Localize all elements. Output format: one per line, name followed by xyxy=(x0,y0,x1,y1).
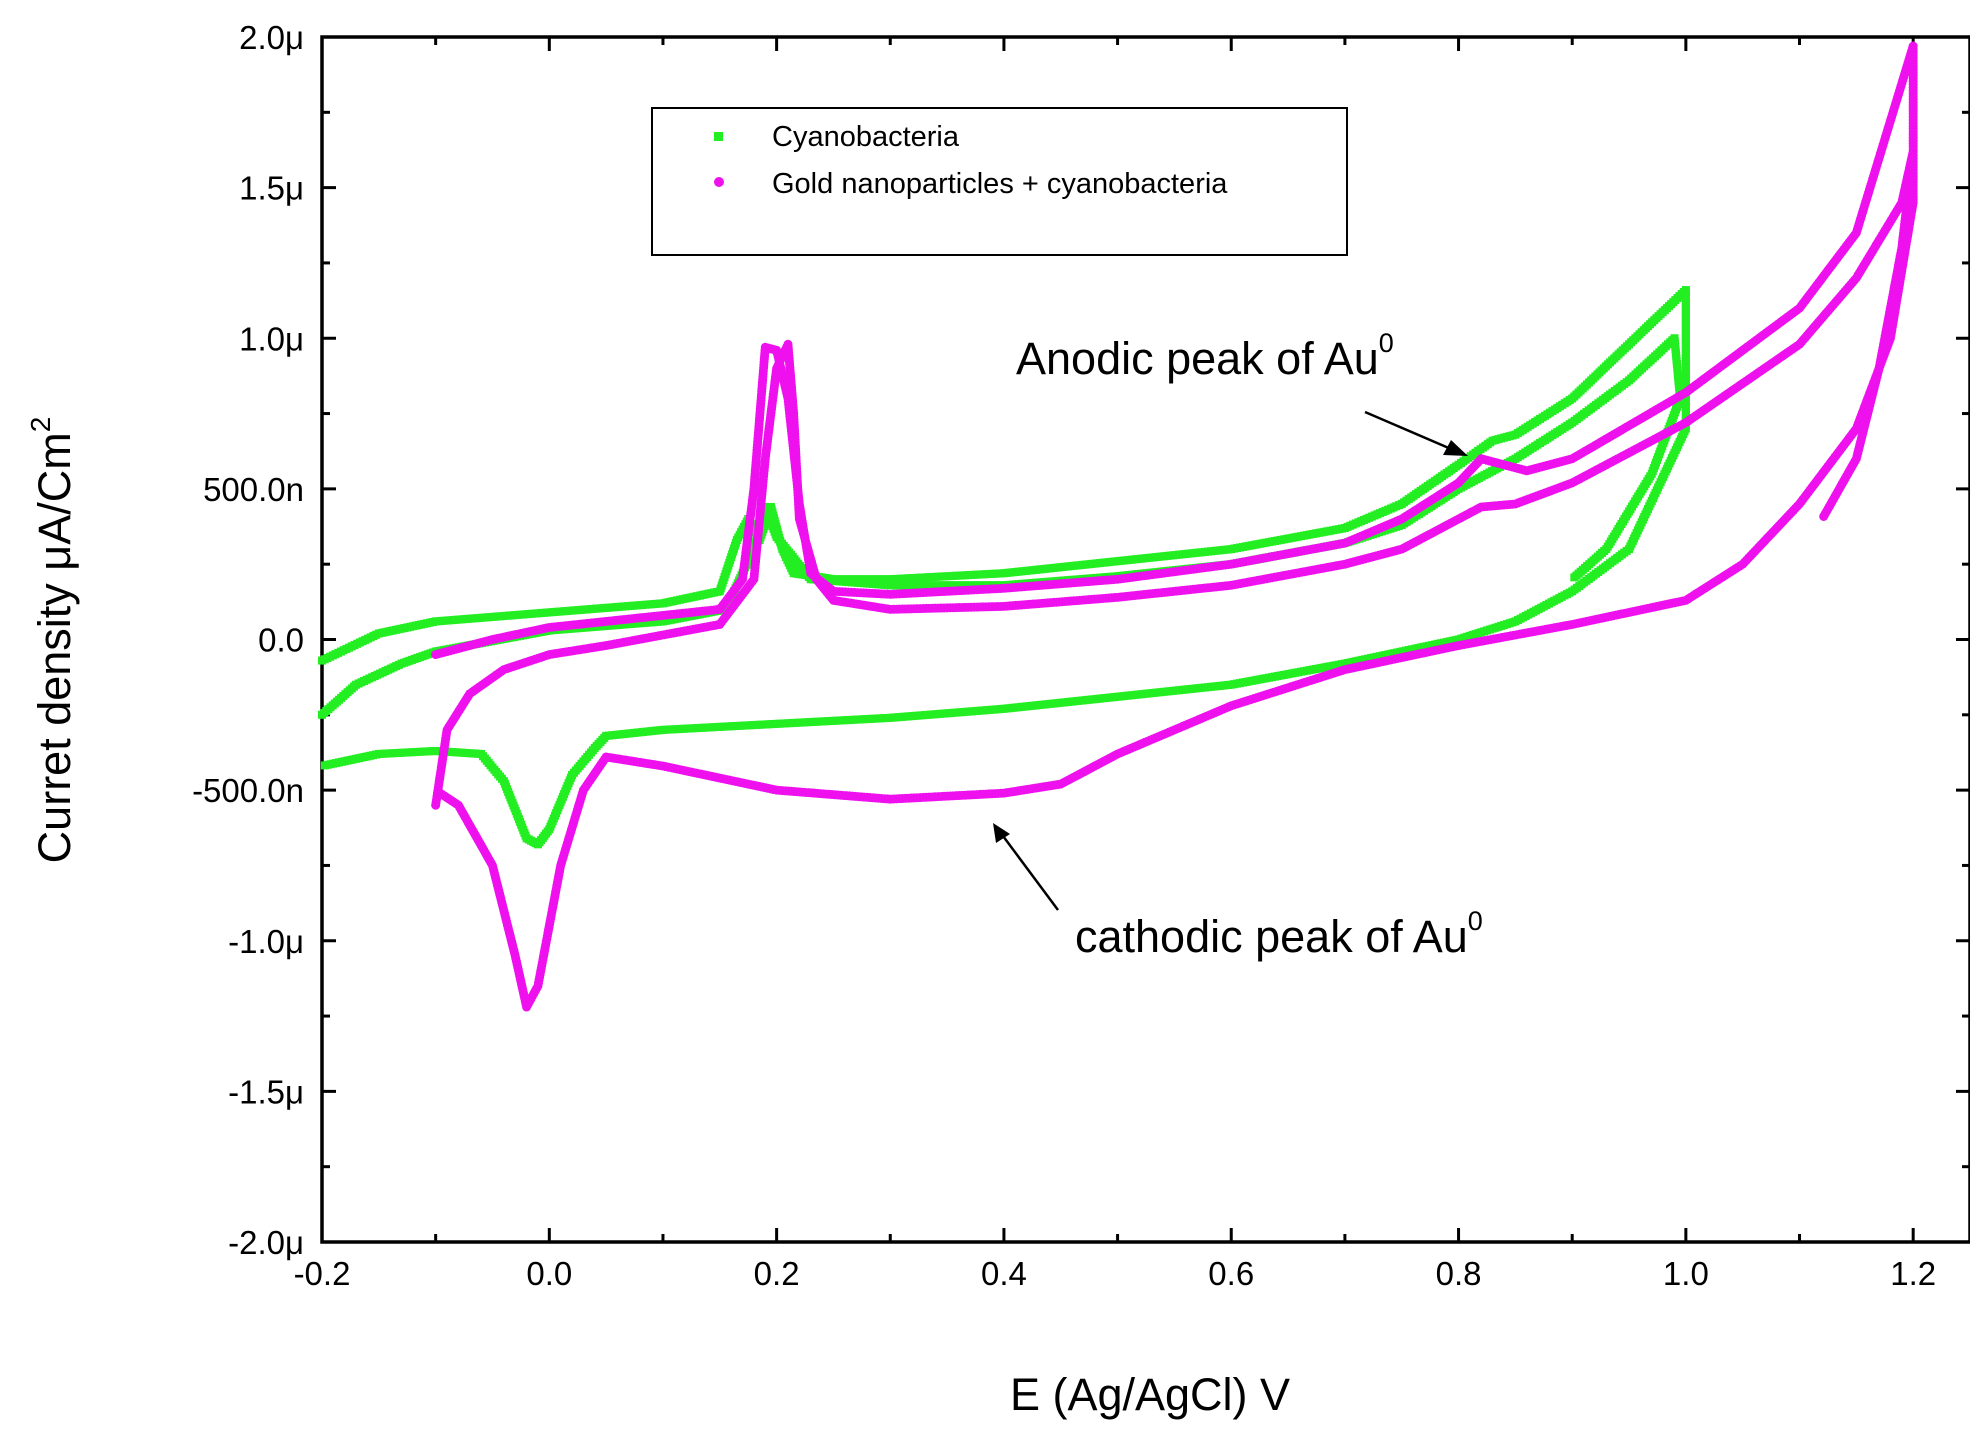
x-tick-label: -0.2 xyxy=(294,1255,351,1292)
legend-marker-cyanobacteria xyxy=(714,132,723,141)
y-tick-label: 0.0 xyxy=(258,622,304,659)
data-point xyxy=(320,761,329,770)
y-tick-label: 500.0n xyxy=(203,471,304,508)
y-axis-title-label: Curret density μA/Cm xyxy=(29,432,80,863)
annotation-cathodic-arrow-head xyxy=(993,823,1010,843)
annotation-anodic: Anodic peak of Au0 xyxy=(1016,328,1468,456)
y-axis-ticks: -2.0μ -1.5μ -1.0μ -500.0n 0.0 500.0n 1.0μ 1.5μ 2… xyxy=(192,19,1970,1261)
annotation-cathodic-label: cathodic peak of Au xyxy=(1075,911,1468,962)
legend: Cyanobacteria Gold nanoparticles + cyano… xyxy=(651,107,1348,256)
legend-box xyxy=(651,107,1348,256)
x-tick-label: 0.4 xyxy=(981,1255,1027,1292)
y-axis-title-sup: 2 xyxy=(25,417,56,433)
legend-label-cyanobacteria: Cyanobacteria xyxy=(772,121,960,153)
y-tick-label: 1.5μ xyxy=(239,170,304,207)
x-tick-label: 0.0 xyxy=(526,1255,572,1292)
data-point xyxy=(1570,573,1579,582)
x-axis-ticks: -0.2 0.0 0.2 0.4 0.6 0.8 1.0 1.2 xyxy=(294,37,1936,1292)
x-tick-label: 1.2 xyxy=(1890,1255,1936,1292)
x-tick-label: 1.0 xyxy=(1663,1255,1709,1292)
annotation-anodic-label: Anodic peak of Au xyxy=(1016,333,1379,384)
annotation-anodic-arrow-line xyxy=(1364,410,1459,454)
y-tick-label: 1.0μ xyxy=(239,320,304,357)
y-tick-label: -1.0μ xyxy=(228,923,304,960)
x-tick-label: 0.2 xyxy=(754,1255,800,1292)
annotation-anodic-sup: 0 xyxy=(1379,328,1394,358)
annotation-cathodic: cathodic peak of Au0 xyxy=(993,823,1483,962)
y-tick-label: -500.0n xyxy=(192,772,304,809)
y-tick-label: -2.0μ xyxy=(228,1224,304,1261)
legend-label-gold-cyanobacteria: Gold nanoparticles + cyanobacteria xyxy=(772,168,1228,200)
y-tick-label: -1.5μ xyxy=(228,1073,304,1110)
x-axis-title: E (Ag/AgCl) V xyxy=(1010,1369,1290,1420)
series-layer xyxy=(318,41,1918,1012)
series-gold-cyanobacteria xyxy=(431,41,1918,1012)
x-tick-label: 0.8 xyxy=(1436,1255,1482,1292)
data-point xyxy=(1819,511,1829,521)
annotation-anodic-arrow-head xyxy=(1443,440,1468,456)
y-tick-label: 2.0μ xyxy=(239,19,304,56)
annotation-cathodic-sup: 0 xyxy=(1468,906,1483,936)
annotation-cathodic-arrow-line xyxy=(1001,835,1060,911)
annotation-anodic-text: Anodic peak of Au0 xyxy=(1016,328,1394,384)
legend-marker-gold-cyanobacteria xyxy=(714,177,724,187)
y-axis-title: Curret density μA/Cm2 xyxy=(25,417,80,864)
annotation-cathodic-text: cathodic peak of Au0 xyxy=(1075,906,1483,962)
x-tick-label: 0.6 xyxy=(1208,1255,1254,1292)
